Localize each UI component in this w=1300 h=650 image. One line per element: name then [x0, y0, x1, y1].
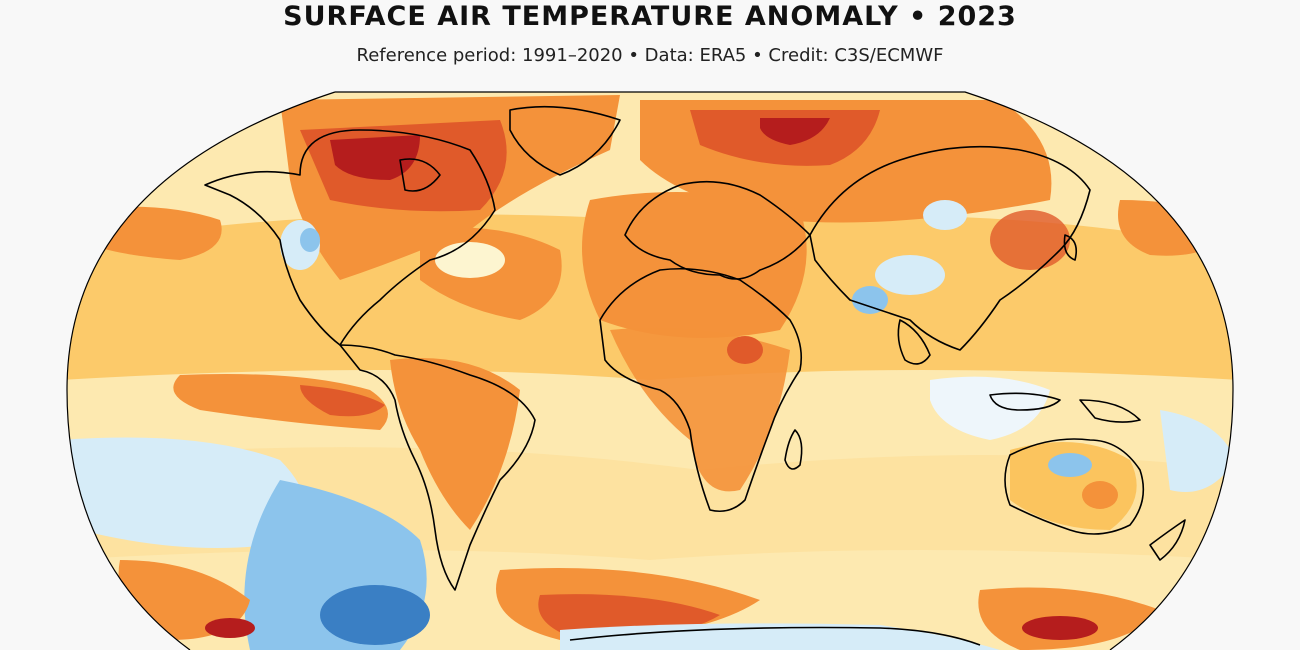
map-title: SURFACE AIR TEMPERATURE ANOMALY • 2023	[283, 1, 1017, 32]
map-frame	[66, 91, 1234, 650]
anomaly-field	[67, 92, 1233, 650]
coastlines	[204, 105, 1186, 646]
map-subtitle: Reference period: 1991–2020 • Data: ERA5…	[356, 45, 944, 66]
